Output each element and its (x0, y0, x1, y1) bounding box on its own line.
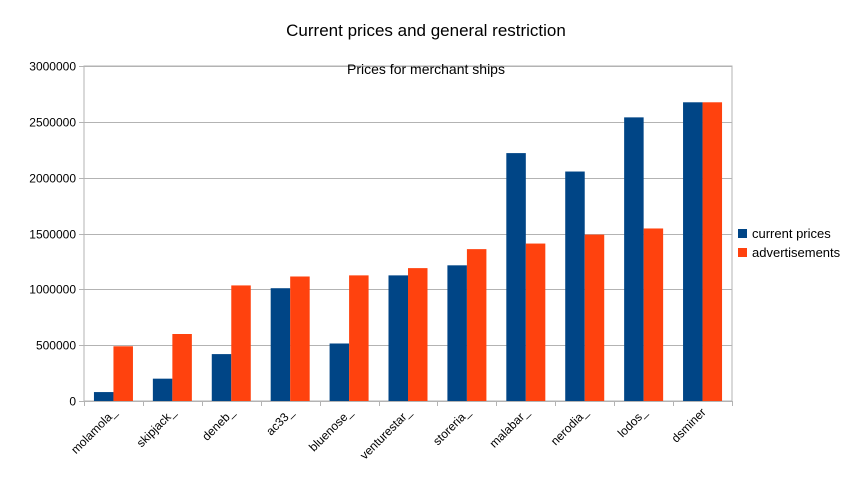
legend-swatch-current-prices (738, 229, 747, 238)
bar-current-prices-deneb (211, 354, 232, 401)
y-tick-label: 2500000 (29, 116, 76, 130)
chart-subtitle: Prices for merchant ships (347, 61, 505, 77)
bar-current-prices-ac33 (270, 288, 291, 401)
x-axis: molamola_ skipjack_ deneb_ ac33_ bluenose_ ve… (68, 401, 733, 462)
y-tick-label: 2000000 (29, 172, 76, 186)
legend-label-advertisements: advertisements (752, 245, 841, 260)
x-tick-label: dsminer (669, 405, 709, 445)
y-tick-label: 0 (69, 395, 76, 409)
bar-advertisements-nerodia (584, 234, 605, 401)
x-tick-label: skipjack_ (134, 405, 179, 450)
x-tick-label: storeria_ (430, 405, 473, 448)
y-tick-label: 1500000 (29, 228, 76, 242)
bar-advertisements-lodos (643, 228, 664, 401)
bar-advertisements-deneb (231, 285, 251, 401)
legend: current prices advertisements (738, 226, 841, 260)
bar-advertisements-storeria (466, 249, 487, 401)
x-tick-label: ac33_ (263, 405, 296, 438)
bar-advertisements-venturestar (408, 268, 428, 401)
bar-advertisements-molamola (113, 346, 133, 401)
x-tick-label: molamola_ (68, 405, 120, 457)
x-tick-label: nerodia_ (548, 405, 591, 448)
x-tick-label: bluenose_ (306, 405, 355, 454)
bar-advertisements-dsminer (702, 102, 723, 402)
bar-current-prices-skipjack (152, 378, 173, 401)
legend-swatch-advertisements (738, 248, 747, 257)
bar-current-prices-molamola (93, 392, 114, 401)
bar-current-prices-bluenose (329, 343, 350, 401)
bars (93, 102, 723, 402)
chart-title: Current prices and general restriction (286, 21, 566, 40)
y-axis: 0 500000 1000000 1500000 2000000 2500000 30000… (29, 60, 84, 409)
x-tick-label: malabar_ (487, 405, 533, 451)
legend-label-current-prices: current prices (752, 226, 831, 241)
bar-advertisements-skipjack (172, 334, 192, 401)
bar-current-prices-lodos (624, 117, 644, 401)
y-tick-label: 3000000 (29, 60, 76, 74)
y-tick-label: 500000 (36, 339, 76, 353)
y-tick-label: 1000000 (29, 283, 76, 297)
gridlines (84, 66, 732, 402)
bar-advertisements-ac33 (290, 276, 310, 401)
bar-advertisements-malabar (525, 243, 546, 401)
bar-current-prices-malabar (506, 153, 526, 401)
bar-current-prices-nerodia (565, 171, 585, 401)
bar-current-prices-venturestar (388, 275, 408, 401)
x-tick-label: deneb_ (199, 405, 237, 443)
bar-advertisements-bluenose (349, 275, 369, 401)
bar-current-prices-dsminer (683, 102, 703, 402)
x-tick-label: lodos_ (615, 405, 650, 440)
bar-current-prices-storeria (447, 265, 467, 401)
x-tick-label: venturestar_ (357, 405, 414, 462)
